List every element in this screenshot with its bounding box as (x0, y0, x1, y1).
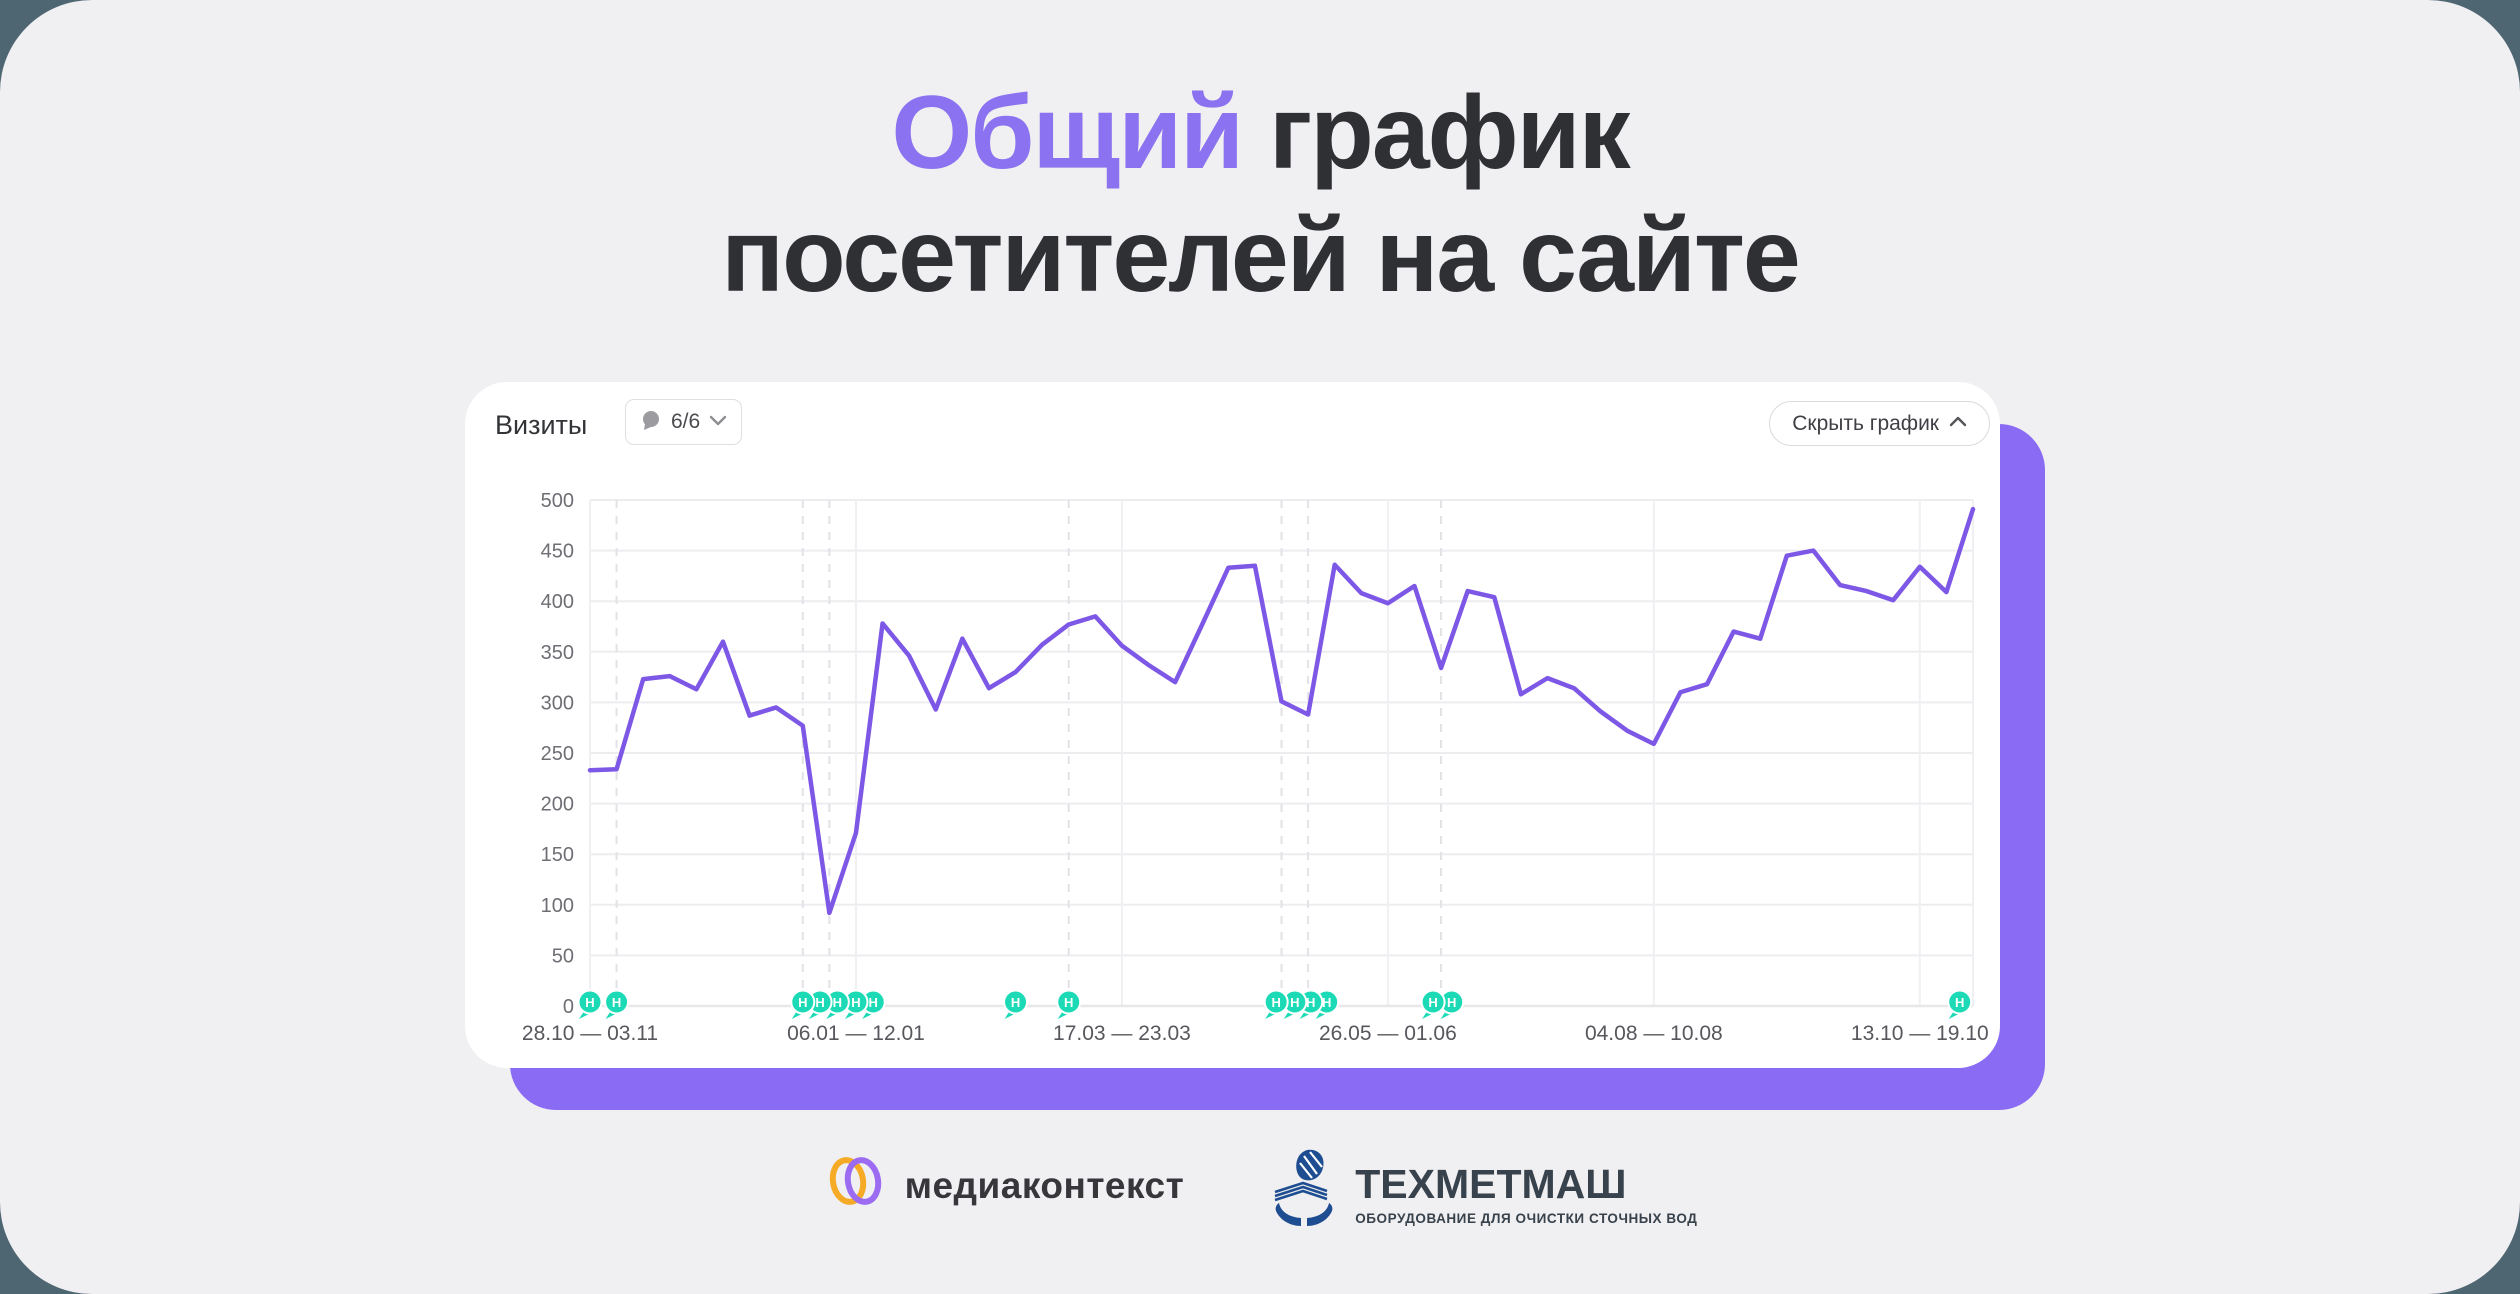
page-title-highlight: Общий (891, 75, 1244, 191)
x-tick-label: 13.10 — 19.10 (1851, 1022, 1989, 1045)
tehmetmash-textblock: ТЕХМЕТМАШ ОБОРУДОВАНИЕ ДЛЯ ОЧИСТКИ СТОЧН… (1355, 1154, 1697, 1226)
tehmetmash-wordmark: ТЕХМЕТМАШ (1355, 1160, 1627, 1207)
tehmetmash-icon (1269, 1148, 1339, 1231)
note-marker-letter: Н (1322, 995, 1331, 1010)
y-tick-label: 150 (541, 844, 574, 866)
chart-card-header: Визиты 6/6 Скрыть график (465, 382, 2000, 472)
note-marker-letter: Н (1064, 995, 1073, 1010)
logo-mediakontekst: медиаконтекст (823, 1148, 1185, 1219)
note-marker[interactable] (577, 989, 603, 1015)
note-marker[interactable] (1003, 989, 1029, 1015)
x-tick-label: 04.08 — 10.08 (1585, 1022, 1723, 1045)
y-tick-label: 450 (541, 541, 574, 563)
metric-label: Визиты (495, 410, 588, 440)
note-marker-letter: Н (1306, 995, 1315, 1010)
x-tick-label: 28.10 — 03.11 (522, 1022, 658, 1045)
note-marker[interactable] (1056, 989, 1082, 1015)
y-tick-label: 250 (541, 743, 574, 765)
chevron-down-icon (709, 413, 727, 431)
note-marker-letter: Н (851, 995, 860, 1010)
note-marker-letter: Н (869, 995, 878, 1010)
y-tick-label: 400 (541, 591, 574, 613)
y-tick-label: 100 (541, 895, 574, 917)
note-marker-letter: Н (1271, 995, 1280, 1010)
speech-bubble-icon (640, 409, 662, 436)
logo-tehmetmash: ТЕХМЕТМАШ ОБОРУДОВАНИЕ ДЛЯ ОЧИСТКИ СТОЧН… (1269, 1148, 1697, 1231)
y-tick-label: 0 (563, 996, 574, 1018)
chevron-up-icon (1949, 415, 1967, 433)
note-marker[interactable] (1947, 989, 1973, 1015)
note-marker-letter: Н (1428, 995, 1437, 1010)
x-tick-label: 26.05 — 01.06 (1319, 1022, 1457, 1045)
note-marker[interactable] (1420, 989, 1446, 1015)
note-marker-letter: Н (815, 995, 824, 1010)
y-tick-label: 500 (541, 490, 574, 512)
y-tick-label: 50 (552, 945, 574, 967)
mediakontekst-rings-icon (823, 1148, 889, 1219)
x-tick-label: 06.01 — 12.01 (787, 1022, 925, 1045)
notes-dropdown-button[interactable]: 6/6 (625, 399, 743, 445)
hide-chart-button[interactable]: Скрыть график (1769, 401, 1990, 446)
page-title-line2: посетителей на сайте (721, 197, 1801, 314)
note-marker-letter: Н (833, 995, 842, 1010)
note-marker[interactable] (790, 989, 816, 1015)
note-marker-letter: Н (1447, 995, 1456, 1010)
note-marker-letter: Н (1955, 995, 1964, 1010)
note-marker-letter: Н (798, 995, 807, 1010)
note-marker[interactable] (1263, 989, 1289, 1015)
hide-chart-label: Скрыть график (1792, 411, 1939, 435)
page-title-line1: Общий график (891, 75, 1630, 191)
y-tick-label: 300 (541, 692, 574, 714)
y-tick-label: 200 (541, 794, 574, 816)
note-marker-letter: Н (612, 995, 621, 1010)
note-marker-letter: Н (1011, 995, 1020, 1010)
visits-line-series (587, 506, 1976, 916)
note-marker[interactable] (604, 989, 630, 1015)
page-title: Общий график посетителей на сайте (0, 72, 2520, 317)
footer-logos: медиаконтекст (0, 1148, 2520, 1231)
chart-card: Визиты 6/6 Скрыть график 0 50 100 150 200 250… (465, 382, 2000, 1068)
note-marker-letter: Н (1290, 995, 1299, 1010)
chart-area[interactable]: 0 50 100 150 200 250 300 350 400 450 500 28.10 — 03… (465, 482, 2000, 1068)
notes-count: 6/6 (671, 410, 701, 433)
tehmetmash-subtitle: ОБОРУДОВАНИЕ ДЛЯ ОЧИСТКИ СТОЧНЫХ ВОД (1355, 1210, 1698, 1226)
note-marker-letter: Н (585, 995, 594, 1010)
x-tick-label: 17.03 — 23.03 (1053, 1022, 1191, 1045)
visits-chart: 0 50 100 150 200 250 300 350 400 450 500 28.10 — 03… (522, 490, 1989, 1045)
mediakontekst-wordmark: медиаконтекст (904, 1164, 1185, 1206)
y-tick-label: 350 (541, 642, 574, 664)
